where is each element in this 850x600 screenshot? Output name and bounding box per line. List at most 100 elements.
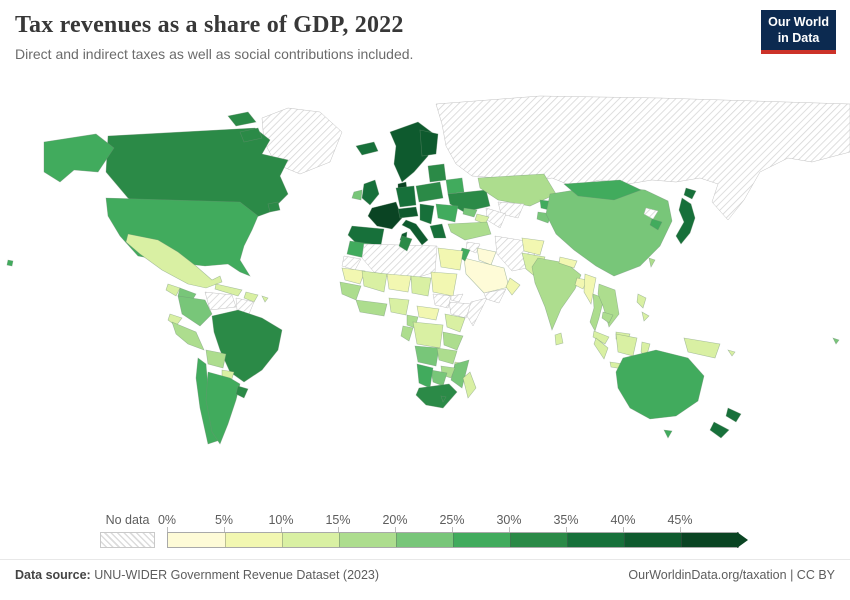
map-region[interactable] [574,277,588,290]
map-region[interactable] [447,221,492,241]
legend-segment[interactable] [681,533,738,547]
map-region[interactable] [447,189,491,213]
footer-license-link[interactable]: CC BY [796,568,835,582]
legend-segment[interactable] [339,533,396,547]
legend-no-data-swatch[interactable] [100,532,155,548]
legend-segment[interactable] [567,533,624,547]
map-region[interactable] [683,187,697,200]
map-region[interactable] [355,299,388,317]
map-region[interactable] [361,179,380,206]
map-region[interactable] [410,275,432,297]
map-region[interactable] [462,371,477,399]
map-region[interactable] [415,383,458,409]
map-region[interactable] [205,371,241,445]
map-region[interactable] [398,235,413,252]
legend-segment[interactable] [510,533,567,547]
map-region[interactable] [683,337,721,359]
map-region[interactable] [531,257,582,331]
map-region[interactable] [416,305,440,321]
legend-segment[interactable] [624,533,681,547]
legend-segment[interactable] [168,533,225,547]
map-region[interactable] [267,201,281,213]
map-region[interactable] [419,129,439,157]
map-region[interactable] [395,185,417,208]
map-region[interactable] [663,429,673,439]
legend-segment[interactable] [282,533,339,547]
map-region[interactable] [401,219,429,246]
map-region[interactable] [615,333,638,357]
map-region[interactable] [444,313,466,333]
map-region[interactable] [412,321,444,349]
map-region[interactable] [450,293,464,303]
map-region[interactable] [521,237,545,256]
map-region[interactable] [448,301,472,319]
map-region[interactable] [593,337,609,360]
map-region[interactable] [235,385,249,399]
map-region[interactable] [437,247,464,271]
map-region[interactable] [386,273,412,293]
map-region[interactable] [485,207,507,229]
map-region[interactable] [430,271,458,297]
map-region[interactable] [171,321,205,351]
map-region[interactable] [597,283,620,328]
map-region[interactable] [339,281,362,301]
map-region[interactable] [649,218,663,231]
map-region[interactable] [601,311,614,324]
map-region[interactable] [636,293,647,309]
map-region[interactable] [592,330,610,345]
map-region[interactable] [483,288,507,304]
map-region[interactable] [545,185,673,277]
legend-segment[interactable] [396,533,453,547]
map-region[interactable] [436,347,458,365]
map-region[interactable] [205,349,227,369]
map-region[interactable] [419,203,435,225]
legend-color-bar[interactable] [167,532,739,548]
map-region[interactable] [414,345,440,367]
map-region[interactable] [432,293,452,309]
map-region[interactable] [416,363,434,389]
map-region[interactable] [400,325,414,342]
map-region[interactable] [463,257,510,294]
map-region[interactable] [440,395,447,403]
legend-segment[interactable] [225,533,282,547]
map-region[interactable] [361,270,388,293]
map-region[interactable] [43,133,115,183]
map-region[interactable] [615,349,705,420]
owid-logo[interactable]: Our World in Data [761,10,836,55]
map-region[interactable] [563,179,642,201]
map-region[interactable] [558,256,578,269]
map-region[interactable] [6,259,14,267]
legend-segment[interactable] [453,533,510,547]
map-region[interactable] [832,337,840,345]
map-region[interactable] [430,369,448,387]
map-region[interactable] [554,332,564,346]
map-region[interactable] [435,95,850,221]
map-region[interactable] [648,257,656,268]
footer-link[interactable]: OurWorldinData.org/taxation [628,568,787,582]
map-region[interactable] [204,291,237,311]
map-region[interactable] [177,295,213,327]
map-region[interactable] [727,349,736,357]
map-region[interactable] [355,141,379,156]
map-region[interactable] [442,331,464,351]
map-region[interactable] [429,223,447,239]
map-region[interactable] [211,309,283,383]
map-region[interactable] [477,173,557,207]
map-region[interactable] [351,189,363,201]
map-region[interactable] [675,197,696,245]
map-region[interactable] [466,297,488,327]
map-region[interactable] [415,181,444,203]
map-region[interactable] [261,295,269,303]
map-region[interactable] [427,163,447,183]
map-region[interactable] [725,407,742,423]
map-region[interactable] [435,203,459,223]
map-region[interactable] [125,233,223,289]
map-region[interactable] [505,277,521,296]
map-region[interactable] [445,177,465,195]
map-region[interactable] [367,201,403,230]
map-region[interactable] [397,206,419,219]
map-region[interactable] [239,127,263,143]
map-region[interactable] [341,267,366,285]
map-region[interactable] [583,273,597,305]
map-region[interactable] [709,421,730,439]
